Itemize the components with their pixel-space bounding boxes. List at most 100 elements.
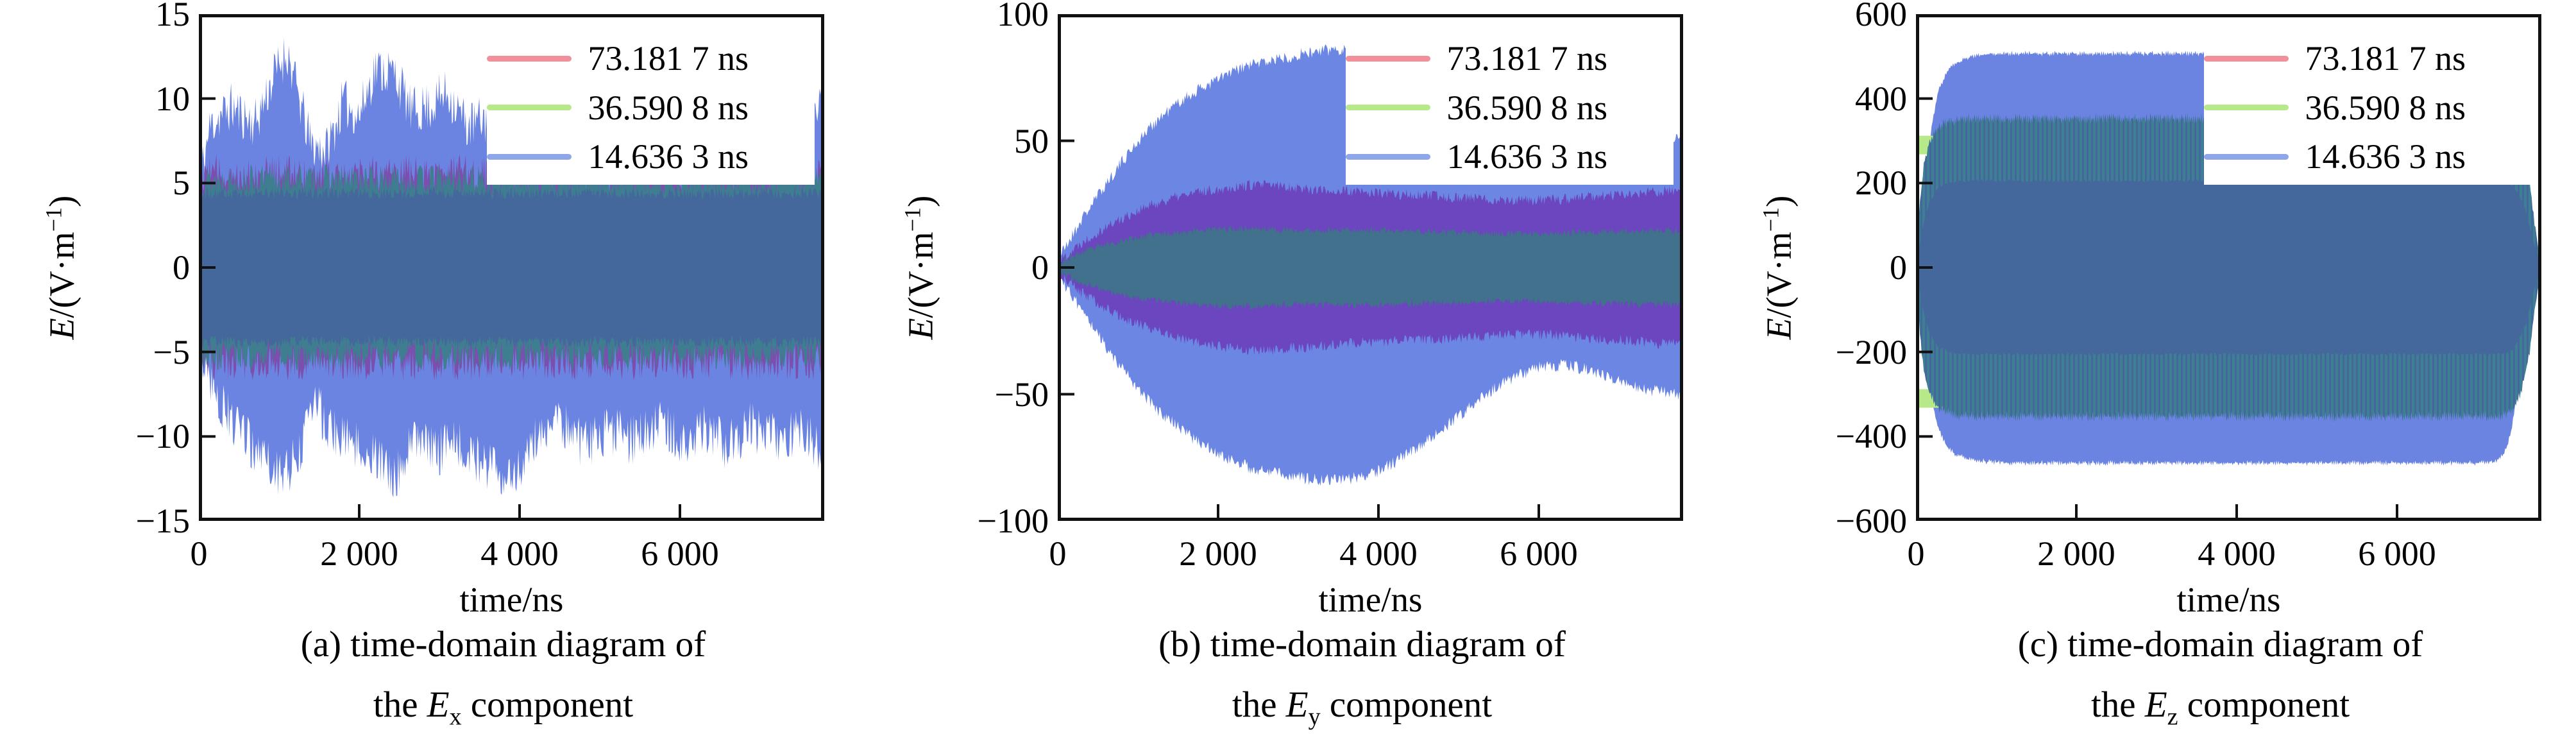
caption-post: component xyxy=(1320,684,1493,725)
plot-area-ez: 73.181 7 ns 36.590 8 ns 14.636 3 ns xyxy=(1916,14,2541,521)
plot-area-ex: 73.181 7 ns 36.590 8 ns 14.636 3 ns xyxy=(199,14,824,521)
y-tick-label: −400 xyxy=(1835,417,1907,456)
legend-swatch-line xyxy=(2203,105,2289,111)
legend-swatch-line xyxy=(1345,105,1430,111)
legend-row: 36.590 8 ns xyxy=(1345,88,1674,128)
caption-subscript: y xyxy=(1308,703,1321,731)
caption-variable: E xyxy=(427,684,450,725)
x-tick-label: 6 000 xyxy=(2358,534,2436,573)
x-tick-label: 2 000 xyxy=(2037,534,2115,573)
panel-ez: E/(V·m−1) 73.181 7 ns 36.590 8 ns 14.636 3… xyxy=(1717,0,2576,739)
caption-variable: E xyxy=(1285,684,1309,725)
legend-row: 14.636 3 ns xyxy=(486,137,815,176)
plot-frame xyxy=(1916,14,2541,521)
legend-swatch-line xyxy=(486,55,572,62)
caption-post: component xyxy=(461,684,634,725)
legend-ey: 73.181 7 ns 36.590 8 ns 14.636 3 ns xyxy=(1345,30,1674,185)
legend-ex: 73.181 7 ns 36.590 8 ns 14.636 3 ns xyxy=(486,30,815,185)
legend-swatch-line xyxy=(2203,153,2289,160)
legend-row: 73.181 7 ns xyxy=(486,38,815,78)
caption-line2: the Ez component xyxy=(1865,684,2576,731)
legend-label: 73.181 7 ns xyxy=(2305,39,2466,78)
caption-pre: the xyxy=(1232,684,1286,725)
y-tick-label: 10 xyxy=(155,79,190,118)
legend-label: 14.636 3 ns xyxy=(1446,137,1608,176)
y-tick-label: 5 xyxy=(173,164,190,203)
legend-swatch-line xyxy=(486,105,572,111)
series-band-overlap-core xyxy=(199,187,824,348)
caption-pre: the xyxy=(373,684,427,725)
caption-line2: the Ex component xyxy=(148,684,859,731)
x-tick-label: 4 000 xyxy=(1339,534,1418,573)
x-tick-label: 0 xyxy=(1049,534,1067,573)
y-label-close: ) xyxy=(901,195,940,207)
legend-ez: 73.181 7 ns 36.590 8 ns 14.636 3 ns xyxy=(2203,30,2532,185)
series-band-overlap-core xyxy=(1916,180,2541,355)
y-tick-label: −5 xyxy=(153,332,190,371)
x-tick-label: 4 000 xyxy=(2198,534,2276,573)
caption-subscript: x xyxy=(449,703,462,731)
legend-row: 73.181 7 ns xyxy=(1345,38,1674,78)
caption-subscript: z xyxy=(2167,703,2178,731)
legend-swatch-line xyxy=(1345,55,1430,62)
caption-line2: the Ey component xyxy=(1006,684,1718,731)
legend-label: 36.590 8 ns xyxy=(588,88,749,127)
y-label-symbol: E xyxy=(901,318,940,340)
y-label-exponent: −1 xyxy=(40,207,67,232)
y-tick-label: 15 xyxy=(155,0,190,33)
legend-label: 73.181 7 ns xyxy=(588,39,749,78)
plot-frame xyxy=(199,14,824,521)
y-tick-label: 400 xyxy=(1855,79,1907,118)
x-tick-label: 0 xyxy=(1907,534,1925,573)
x-tick-label: 4 000 xyxy=(480,534,559,573)
legend-label: 14.636 3 ns xyxy=(588,137,749,176)
x-axis-label: time/ns xyxy=(1318,580,1423,619)
plot-frame xyxy=(1058,14,1683,521)
x-tick-label: 6 000 xyxy=(1500,534,1578,573)
x-tick-label: 2 000 xyxy=(320,534,398,573)
legend-label: 36.590 8 ns xyxy=(2305,88,2466,127)
y-tick-label: −100 xyxy=(977,502,1049,540)
y-label-exponent: −1 xyxy=(899,207,926,232)
y-tick-label: −15 xyxy=(135,502,190,540)
legend-swatch-line xyxy=(1345,153,1430,160)
y-tick-label: −50 xyxy=(994,375,1049,414)
series-band-36.590 8 ns xyxy=(1058,225,1683,310)
legend-row: 73.181 7 ns xyxy=(2203,38,2532,78)
panel-ex: E/(V·m−1) 73.181 7 ns 36.590 8 ns 14.636 3… xyxy=(0,0,859,739)
legend-label: 73.181 7 ns xyxy=(1446,39,1608,78)
y-tick-label: 0 xyxy=(1031,248,1049,287)
y-label-exponent: −1 xyxy=(1758,207,1784,232)
y-tick-label: 600 xyxy=(1855,0,1907,33)
caption-line1: (b) time-domain diagram of xyxy=(1158,624,1566,665)
caption-variable: E xyxy=(2144,684,2167,725)
caption-pre: the xyxy=(2090,684,2145,725)
legend-row: 36.590 8 ns xyxy=(486,88,815,128)
caption-line1: (a) time-domain diagram of xyxy=(300,624,706,665)
caption-post: component xyxy=(2178,684,2350,725)
y-tick-label: −10 xyxy=(135,417,190,456)
caption-line1: (c) time-domain diagram of xyxy=(2017,624,2423,665)
legend-label: 36.590 8 ns xyxy=(1446,88,1608,127)
y-tick-label: 100 xyxy=(997,0,1049,33)
y-tick-label: −200 xyxy=(1835,332,1907,371)
legend-label: 14.636 3 ns xyxy=(2305,137,2466,176)
y-tick-label: 0 xyxy=(1890,248,1907,287)
x-tick-label: 0 xyxy=(190,534,208,573)
panel-ey: E/(V·m−1) 73.181 7 ns 36.590 8 ns 14.636 3… xyxy=(859,0,1718,739)
y-tick-label: 0 xyxy=(173,248,190,287)
y-tick-label: 50 xyxy=(1014,121,1049,160)
legend-row: 14.636 3 ns xyxy=(1345,137,1674,176)
legend-swatch-line xyxy=(486,153,572,160)
legend-row: 36.590 8 ns xyxy=(2203,88,2532,128)
legend-swatch-line xyxy=(2203,55,2289,62)
x-tick-label: 2 000 xyxy=(1179,534,1257,573)
plot-area-ey: 73.181 7 ns 36.590 8 ns 14.636 3 ns xyxy=(1058,14,1683,521)
legend-row: 14.636 3 ns xyxy=(2203,137,2532,176)
x-axis-label: time/ns xyxy=(2176,580,2281,619)
y-tick-label: −600 xyxy=(1835,502,1907,540)
y-tick-label: 200 xyxy=(1855,164,1907,203)
x-axis-label: time/ns xyxy=(459,580,564,619)
x-tick-label: 6 000 xyxy=(641,534,719,573)
